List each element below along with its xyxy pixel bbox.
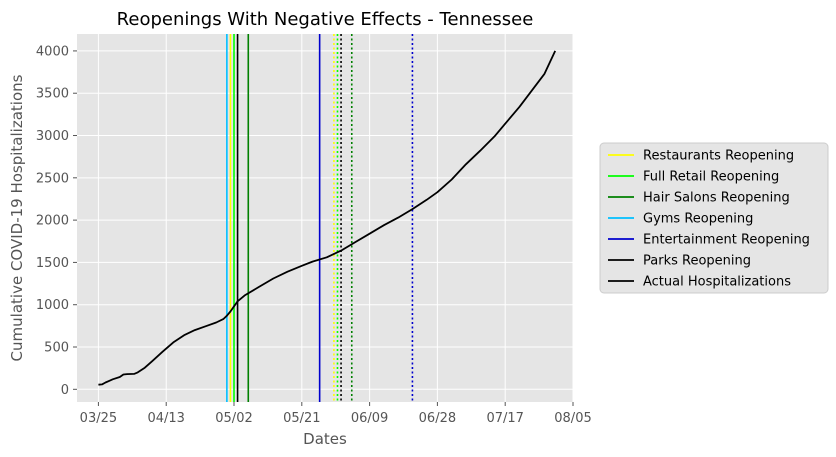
- legend: Restaurants Reopening Full Retail Reopeni…: [599, 142, 829, 294]
- y-tick-label: 4000: [36, 44, 69, 59]
- y-axis-label: Cumulative COVID-19 Hospitalizations: [8, 74, 26, 361]
- y-tick-label: 3000: [36, 129, 69, 144]
- y-tick-label: 1500: [36, 256, 69, 271]
- y-tick-label: 3500: [36, 87, 69, 102]
- x-tick-label: 05/21: [283, 411, 320, 426]
- actual-hospitalizations-line: [98, 50, 557, 386]
- x-tick-label: 06/28: [419, 411, 456, 426]
- y-tick-label: 1000: [36, 298, 69, 313]
- x-tick-label: 07/17: [486, 411, 523, 426]
- x-tick-label: 03/25: [80, 411, 117, 426]
- x-tick-label: 06/09: [351, 411, 388, 426]
- x-tick-label: 08/05: [554, 411, 591, 426]
- legend-box: [599, 142, 829, 294]
- x-tick-label: 05/02: [215, 411, 252, 426]
- legend-label: Restaurants Reopening: [643, 149, 794, 164]
- x-axis-label: Dates: [303, 430, 347, 448]
- legend-label: Gyms Reopening: [643, 212, 753, 227]
- legend-label: Full Retail Reopening: [643, 170, 779, 185]
- legend-label: Hair Salons Reopening: [643, 191, 790, 206]
- y-tick-label: 500: [44, 341, 69, 356]
- legend-label: Parks Reopening: [643, 254, 751, 269]
- chart-title: Reopenings With Negative Effects - Tenne…: [117, 9, 534, 30]
- series-lines: [98, 50, 557, 386]
- y-axis-ticks: 0 500 1000 1500 2000 2500 3000 3500 4000: [36, 44, 77, 398]
- reopening-lines: [226, 34, 414, 402]
- x-axis-ticks: 03/25 04/13 05/02 05/21 06/09 06/28 07/17 08/05: [80, 402, 592, 426]
- y-tick-label: 2500: [36, 171, 69, 186]
- legend-label: Actual Hospitalizations: [643, 275, 791, 290]
- x-tick-label: 04/13: [147, 411, 184, 426]
- y-tick-label: 2000: [36, 214, 69, 229]
- y-tick-label: 0: [61, 383, 69, 398]
- legend-label: Entertainment Reopening: [643, 233, 810, 248]
- plot-area: [77, 34, 573, 402]
